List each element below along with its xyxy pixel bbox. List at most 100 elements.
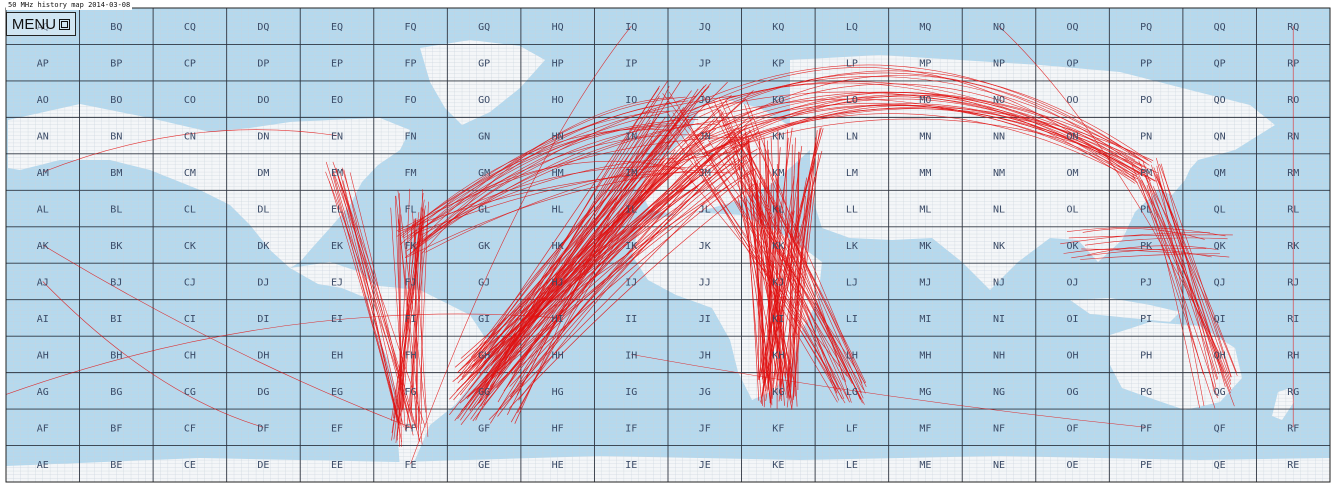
grid-square-label: OG [1067,387,1079,398]
propagation-path [721,98,1139,180]
grid-square-label: BP [110,59,122,70]
propagation-path [341,167,412,430]
grid-square-label: RK [1287,241,1299,252]
propagation-path [42,244,411,428]
grid-square-label: NJ [993,277,1005,288]
propagation-path [464,124,662,384]
grid-square-label: JJ [699,277,711,288]
propagation-path [1087,245,1218,256]
propagation-paths [6,25,1294,464]
propagation-path [400,223,413,426]
grid-square-label: KO [772,95,784,106]
grid-square-labels: AQ BQ CQ DQ EQ FQ GQ HQ IQ JQ KQ LQ MQ NQ OQ PQ QQ RQ AP BP… [37,22,1299,471]
grid-square-label: FP [405,59,417,70]
propagation-path [449,98,747,416]
grid-square-label: FE [405,460,417,471]
grid-square-label: RO [1287,95,1299,106]
propagation-path [1146,185,1200,408]
propagation-path [1080,253,1220,260]
propagation-path [506,114,696,389]
propagation-path [1084,237,1228,246]
grid-square-label: LK [846,241,858,252]
propagation-path [393,212,420,419]
propagation-path [415,163,743,234]
grid-square-label: OL [1067,205,1079,216]
propagation-path [1157,174,1223,372]
grid-square-label: BF [110,423,122,434]
propagation-path [405,170,696,259]
propagation-path [1068,234,1233,239]
propagation-path [466,81,728,365]
grid-square-label: AG [37,387,49,398]
propagation-path [737,196,779,381]
map-border [5,7,1331,483]
propagation-path [720,108,1141,160]
grid-square-label: NO [993,95,1005,106]
indonesia [1070,298,1180,322]
grid-square-label: DQ [257,22,269,33]
menu-button[interactable]: MENU [6,12,76,36]
grid-square-label: JH [699,350,711,361]
grid-square-label: BN [110,132,122,143]
grid-square-label: MF [919,423,931,434]
propagation-path [497,127,737,410]
grid-square-label: NE [993,460,1005,471]
propagation-path [711,105,1139,176]
grid-square-label: NM [993,168,1005,179]
grid-square-label: FN [405,132,417,143]
propagation-path [516,88,699,395]
propagation-path [395,212,422,418]
grid-square-label: FG [405,387,417,398]
grid-square-label: CJ [184,277,196,288]
grid-square-label: HF [552,423,564,434]
grid-square-label: LG [846,387,858,398]
grid-square-label: AK [37,241,49,252]
propagation-path [509,129,752,387]
menu-label: MENU [11,15,57,33]
grid-square-label: GM [478,168,490,179]
propagation-path [1066,227,1226,237]
grid-square-label: RM [1287,168,1299,179]
grid-square-label: KE [772,460,784,471]
grid-square-label: QI [1214,314,1226,325]
grid-square-label: KN [772,132,784,143]
grid-square-label: MP [919,59,931,70]
propagation-path [737,133,862,394]
propagation-path [1151,164,1219,380]
propagation-path [412,111,670,236]
propagation-path [456,116,667,380]
greenland [420,40,545,125]
grid-square-label: RH [1287,350,1299,361]
grid-square-label: RI [1287,314,1299,325]
propagation-path [406,123,699,252]
grid-square-label: IH [625,350,637,361]
grid-square-label: RF [1287,423,1299,434]
propagation-path [746,169,785,392]
grid-square-label: DH [257,350,269,361]
propagation-path [335,167,409,417]
grid-square-label: CL [184,205,196,216]
grid-square-label: MM [919,168,931,179]
propagation-path [1156,165,1205,407]
propagation-path [1145,174,1204,375]
grid-square-label: IN [625,132,637,143]
grid-square-label: EG [331,387,343,398]
grid-square-label: GP [478,59,490,70]
grid-square-label: QN [1214,132,1226,143]
propagation-path [406,219,429,429]
grid-square-label: BG [110,387,122,398]
grid-square-label: PQ [1140,22,1152,33]
grid-square-label: RL [1287,205,1299,216]
propagation-path [705,96,1153,177]
grid-square-label: KJ [772,277,784,288]
propagation-path [769,177,808,404]
grid-square-label: OI [1067,314,1079,325]
grid-square-label: GL [478,205,490,216]
propagation-path [1142,162,1218,380]
propagation-path [410,209,426,416]
grid-square-label: QE [1214,460,1226,471]
grid-square-label: EK [331,241,343,252]
grid-square-label: JM [699,168,711,179]
